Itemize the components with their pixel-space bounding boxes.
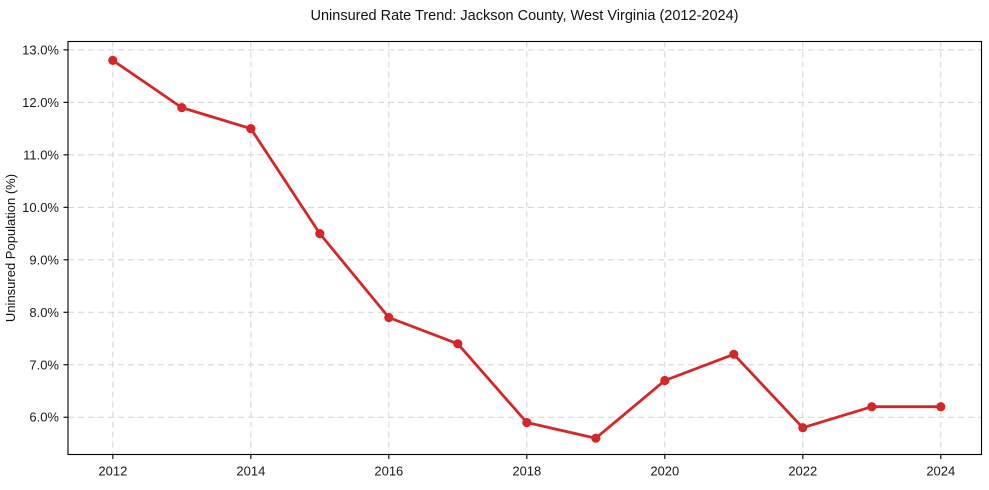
- y-axis-label: Uninsured Population (%): [3, 174, 18, 322]
- x-tick-label: 2016: [374, 464, 403, 479]
- y-tick-label: 12.0%: [22, 95, 59, 110]
- data-point: [384, 312, 394, 323]
- x-tick-label: 2012: [98, 464, 127, 479]
- trend-line-series: [108, 55, 946, 443]
- data-point: [867, 402, 877, 412]
- x-tick-label: 2014: [236, 464, 265, 479]
- y-tick-label: 13.0%: [22, 42, 59, 57]
- x-tick-label: 2018: [512, 464, 541, 479]
- y-tick-label: 7.0%: [29, 357, 59, 372]
- data-point: [522, 417, 532, 428]
- data-point: [729, 349, 739, 359]
- y-tick-label: 11.0%: [23, 147, 59, 162]
- x-tick-label: 2024: [926, 464, 955, 479]
- data-point: [246, 124, 256, 134]
- y-tick-label: 10.0%: [22, 200, 59, 215]
- x-tick-label: 2022: [788, 464, 817, 479]
- y-tick-label: 9.0%: [29, 252, 59, 267]
- plot-frame: [67, 40, 983, 456]
- data-point: [798, 423, 808, 433]
- data-point: [177, 103, 187, 113]
- data-point: [591, 433, 601, 443]
- data-point: [108, 55, 118, 65]
- data-point: [660, 375, 670, 386]
- chart-title: Uninsured Rate Trend: Jackson County, We…: [311, 8, 739, 24]
- y-tick-label: 8.0%: [29, 305, 59, 320]
- y-tick-label: 6.0%: [29, 410, 59, 425]
- data-point: [936, 402, 946, 412]
- data-point: [315, 229, 325, 239]
- gridlines: [68, 41, 982, 455]
- axis-tick-labels: 6.0% 7.0% 8.0% 9.0% 10.0% 11.0% 12.0% 13.0% 2012…: [22, 42, 955, 478]
- data-point: [453, 339, 463, 349]
- axis-ticks: [63, 49, 942, 459]
- x-tick-label: 2020: [650, 464, 679, 479]
